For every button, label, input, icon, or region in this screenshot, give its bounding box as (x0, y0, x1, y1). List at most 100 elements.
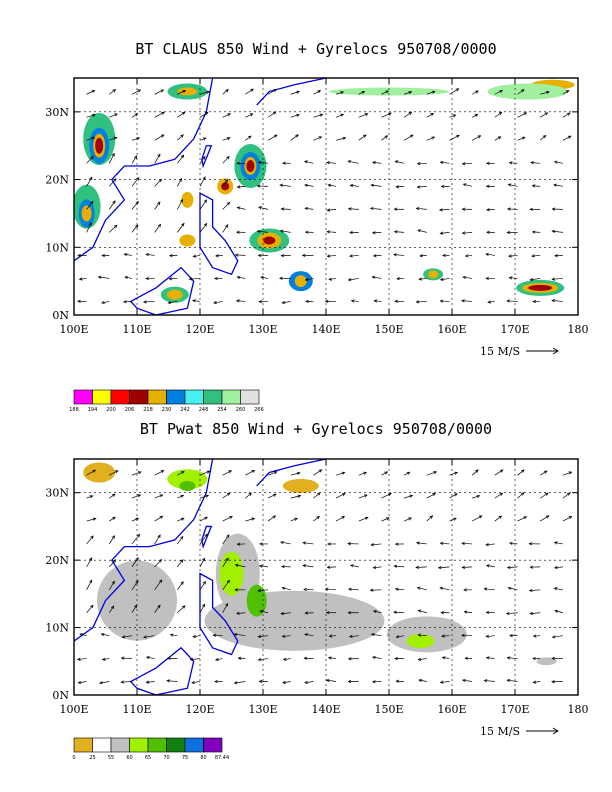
wind-vector (462, 275, 473, 280)
wind-vector (86, 136, 96, 141)
wind-vector (131, 604, 138, 613)
wind-vector (461, 299, 473, 303)
wind-vector (222, 179, 229, 187)
wind-vector (506, 656, 518, 660)
wind-vector (177, 198, 183, 210)
wind-vector (279, 276, 291, 280)
wind-vector (553, 541, 563, 545)
wind-vector (471, 135, 482, 141)
wind-vector (199, 580, 206, 591)
wind-vector (77, 253, 87, 258)
colorbar-swatch (221, 389, 241, 405)
wind-vector (485, 184, 495, 188)
wind-vector (371, 231, 382, 235)
wind-vector (529, 277, 541, 282)
wind-vector (213, 300, 223, 305)
wind-vector (326, 254, 337, 258)
colorbar-label: 248 (199, 407, 209, 413)
x-tick-label: 180 (568, 323, 589, 336)
wind-vector (449, 493, 458, 499)
wind-vector (234, 253, 246, 257)
wind-vector (326, 565, 337, 569)
wind-vector (461, 207, 473, 211)
colorbar-swatch (240, 389, 260, 405)
wind-vector (131, 557, 139, 568)
wind-vector (154, 515, 164, 522)
wind-vector (222, 470, 233, 476)
wind-vector (109, 89, 117, 95)
wind-vector (417, 633, 427, 637)
colorbar-label: 200 (106, 407, 116, 413)
wind-vector (257, 634, 269, 639)
wind-vector (404, 494, 414, 499)
wind-vector (440, 184, 450, 188)
colorbar-swatch (147, 737, 167, 753)
wind-vector (394, 587, 405, 591)
wind-vector (177, 517, 185, 522)
wind-vector (417, 609, 427, 614)
wind-vector (245, 135, 252, 141)
wind-vector (222, 113, 232, 118)
wind-vector (517, 469, 525, 476)
wind-vector (123, 252, 133, 257)
x-tick-label: 150E (374, 323, 403, 336)
wind-vector (417, 657, 427, 661)
y-tick-label: 10N (45, 241, 69, 254)
wind-vector (506, 299, 518, 303)
x-tick-label: 120E (185, 703, 214, 716)
wind-vector (304, 611, 314, 615)
wind-vector (508, 276, 518, 280)
wind-vector (403, 111, 413, 118)
y-tick-label: 0N (52, 309, 69, 322)
wind-vector (461, 162, 473, 166)
wind-vector (236, 161, 246, 165)
wind-vector (154, 604, 161, 613)
wind-vector (267, 493, 277, 499)
wind-vector (109, 113, 118, 118)
wind-vector (539, 134, 547, 141)
wind-vector (463, 588, 473, 592)
wind-vector (381, 517, 390, 522)
wind-vector (551, 680, 563, 684)
wind-vector (494, 492, 504, 499)
wind-vector (199, 176, 206, 187)
wind-vector (290, 113, 300, 118)
y-tick-label: 0N (52, 689, 69, 702)
reference-vector-label: 15 M/S (480, 345, 520, 358)
wind-vector (416, 162, 427, 166)
wind-vector (303, 656, 314, 660)
wind-vector (121, 635, 133, 639)
wind-vector (313, 90, 322, 95)
colorbar-label: 206 (125, 407, 135, 413)
wind-vector (212, 633, 223, 637)
cloud-shading (428, 270, 439, 279)
wind-vector (199, 533, 208, 545)
wind-vector (304, 633, 314, 637)
wind-vector (369, 588, 382, 592)
wind-vector (509, 541, 518, 545)
wind-vector (372, 254, 382, 258)
x-tick-label: 130E (248, 703, 277, 716)
wind-vector (301, 253, 314, 257)
coastline (74, 78, 214, 262)
colorbar-swatch (184, 389, 204, 405)
pwat-shading (179, 480, 196, 491)
wind-vector (335, 136, 347, 141)
wind-vector (256, 229, 269, 234)
colorbar-swatch (92, 737, 112, 753)
wind-vector (245, 492, 253, 499)
wind-vector (540, 515, 550, 522)
wind-vector (324, 587, 337, 591)
wind-vector (109, 559, 117, 568)
wind-vector (418, 678, 427, 683)
wind-vector (108, 605, 115, 613)
wind-vector (280, 611, 291, 616)
wind-vector (347, 587, 359, 591)
wind-vector (373, 299, 382, 303)
wind-vector (485, 276, 495, 280)
wind-vector (540, 112, 549, 118)
wind-vector (371, 655, 382, 660)
wind-vector (177, 90, 187, 95)
wind-vector (77, 680, 87, 685)
wind-vector (505, 611, 518, 616)
